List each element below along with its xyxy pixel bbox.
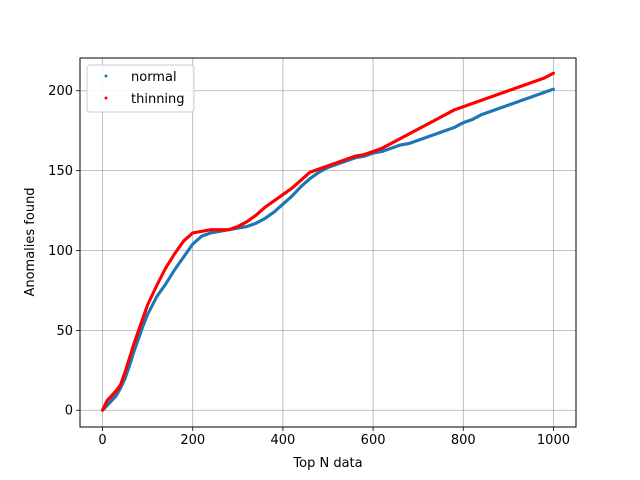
data-point-thinning — [551, 71, 555, 75]
x-tick-label: 1000 — [537, 433, 570, 448]
plot-frame — [79, 57, 577, 428]
x-tick-label: 200 — [180, 433, 205, 448]
x-axis-label: Top N data — [292, 456, 362, 471]
y-tick-label: 150 — [48, 164, 73, 179]
y-tick-label: 100 — [48, 244, 73, 259]
y-tick-label: 0 — [65, 404, 73, 419]
x-tick-label: 600 — [361, 433, 386, 448]
x-tick-label: 800 — [451, 433, 476, 448]
y-tick-label: 50 — [56, 324, 73, 339]
series-thinning — [101, 71, 555, 412]
y-axis-label: Anomalies found — [23, 187, 38, 296]
legend-box — [86, 64, 195, 113]
legend-marker-thinning — [104, 96, 108, 100]
y-tick-label: 200 — [48, 84, 73, 99]
data-point-normal — [551, 87, 555, 91]
legend-marker-normal — [104, 74, 108, 78]
x-tick-label: 400 — [270, 433, 295, 448]
plot-data — [101, 71, 555, 412]
legend-label-normal: normal — [131, 70, 177, 85]
legend-label-thinning: thinning — [131, 92, 185, 107]
axis-ticks: 0 200 400 600 800 1000 0 50 100 150 200 — [48, 84, 570, 448]
x-tick-label: 0 — [98, 433, 106, 448]
legend: normal thinning — [86, 64, 195, 113]
